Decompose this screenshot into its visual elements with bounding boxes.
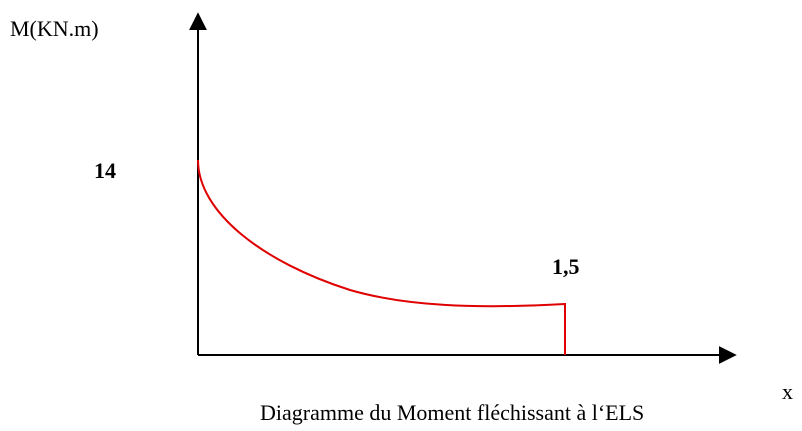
x-axis-label: x: [782, 379, 793, 404]
caption: Diagramme du Moment fléchissant à l‘ELS: [260, 400, 644, 425]
moment-curve: [197, 159, 566, 355]
end-label: 1,5: [552, 254, 580, 279]
y-axis-label: M(KN.m): [10, 16, 99, 41]
start-label: 14: [94, 158, 116, 183]
